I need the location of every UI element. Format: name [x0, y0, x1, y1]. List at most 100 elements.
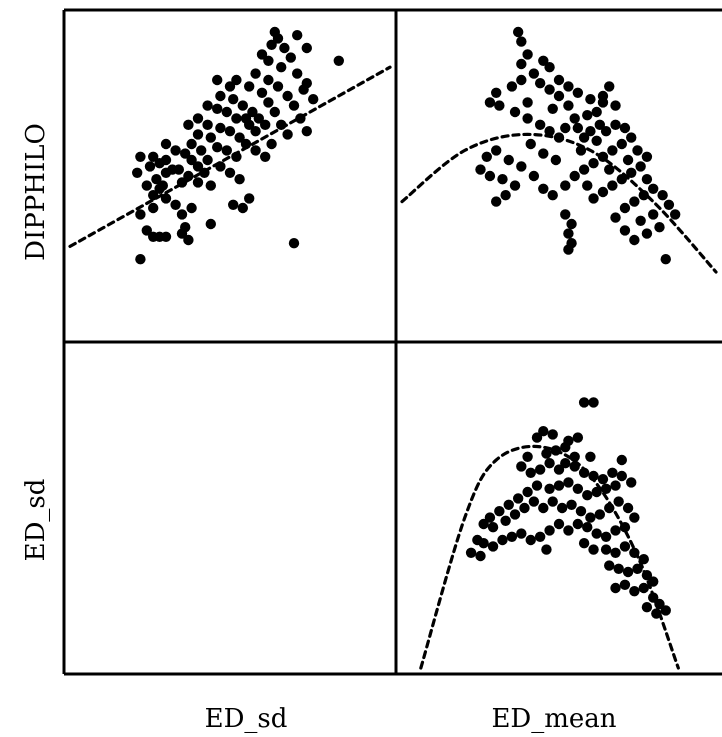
data-point — [472, 534, 483, 546]
data-point — [484, 512, 496, 523]
data-point — [205, 132, 216, 143]
data-point — [569, 461, 580, 472]
data-point — [626, 167, 637, 178]
data-point — [497, 534, 508, 546]
data-point — [572, 483, 584, 494]
data-point — [582, 522, 593, 533]
data-point — [575, 145, 587, 156]
data-point — [538, 183, 549, 194]
data-point — [560, 442, 571, 453]
data-point — [170, 199, 181, 210]
data-point — [560, 209, 571, 220]
data-point — [538, 55, 549, 66]
data-point — [509, 180, 521, 191]
data-point — [585, 126, 596, 137]
data-point — [500, 190, 511, 201]
data-point — [547, 103, 558, 115]
data-point — [563, 525, 574, 536]
data-point — [237, 100, 248, 111]
data-point — [183, 170, 194, 182]
data-point — [553, 132, 565, 143]
data-point — [260, 119, 271, 130]
data-point — [553, 464, 565, 475]
data-point — [282, 129, 293, 140]
data-point — [569, 170, 580, 182]
data-point — [199, 167, 210, 178]
data-point — [135, 151, 146, 162]
data-point — [569, 113, 580, 124]
data-point — [626, 477, 637, 488]
data-point — [465, 547, 477, 558]
data-point — [641, 151, 653, 162]
data-point — [582, 490, 593, 501]
data-point — [616, 174, 627, 185]
data-point — [610, 525, 621, 536]
data-point — [641, 602, 653, 613]
data-point — [534, 464, 546, 475]
data-point — [553, 74, 565, 86]
data-point — [629, 547, 640, 558]
data-point — [160, 167, 172, 178]
data-point — [269, 106, 280, 118]
data-point — [654, 598, 665, 610]
data-point — [654, 222, 665, 233]
data-point — [629, 196, 640, 207]
data-point — [641, 228, 653, 239]
data-point — [516, 461, 527, 472]
data-point — [522, 451, 533, 462]
data-point — [494, 100, 505, 111]
data-point — [616, 138, 627, 150]
data-point — [622, 154, 634, 166]
data-point — [629, 586, 640, 597]
data-point — [237, 202, 248, 214]
data-point — [550, 445, 562, 456]
data-point — [186, 202, 197, 214]
data-point — [494, 506, 505, 517]
data-point — [578, 538, 590, 549]
data-point — [205, 218, 216, 230]
data-point — [547, 496, 558, 507]
data-point — [578, 397, 590, 408]
data-point — [597, 90, 609, 102]
data-point — [553, 518, 565, 530]
data-point — [534, 78, 546, 89]
column-label-ed-mean: ED_mean — [491, 704, 616, 734]
data-point — [578, 164, 590, 175]
data-point — [566, 499, 577, 510]
data-point — [632, 563, 643, 574]
data-point — [629, 512, 640, 523]
data-point — [250, 68, 261, 79]
data-point — [135, 254, 146, 265]
data-point — [610, 480, 621, 491]
data-point — [591, 106, 602, 118]
data-point — [135, 209, 146, 220]
data-point — [491, 87, 502, 99]
data-point — [487, 541, 499, 552]
data-point — [604, 502, 615, 514]
data-point — [560, 180, 571, 191]
data-point — [160, 193, 172, 204]
data-point — [531, 480, 543, 491]
data-point — [619, 522, 631, 533]
data-point — [509, 106, 521, 118]
column-label-ed-sd: ED_sd — [205, 704, 288, 734]
data-point — [244, 193, 255, 204]
row-label-dipphilo: DIPPHILO — [21, 123, 51, 261]
data-point — [263, 97, 274, 108]
data-point — [224, 81, 236, 92]
data-point — [525, 138, 536, 150]
data-point — [506, 531, 518, 542]
data-point — [572, 432, 584, 443]
data-point — [572, 122, 584, 134]
data-point — [575, 506, 587, 517]
data-point — [607, 145, 618, 156]
row-label-ed-sd: ED_sd — [21, 479, 51, 562]
data-point — [582, 110, 593, 121]
data-point — [588, 193, 599, 204]
data-point — [148, 190, 159, 201]
data-point — [619, 541, 631, 552]
data-point — [491, 145, 502, 156]
data-point — [594, 119, 606, 130]
data-point — [231, 74, 242, 86]
data-point — [613, 496, 624, 507]
